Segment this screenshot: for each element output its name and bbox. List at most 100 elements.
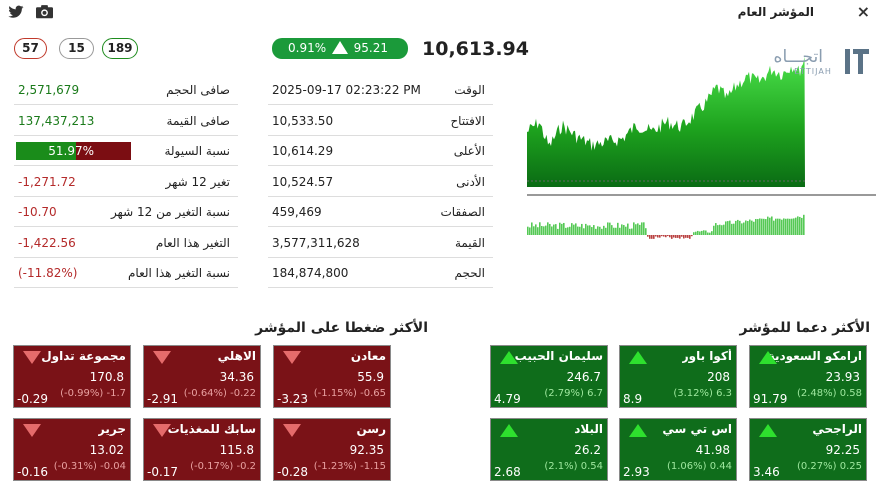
- stat-mid-row: الافتتاح 10,533.50: [268, 106, 493, 136]
- arrow-up-icon: [500, 424, 518, 437]
- unchanged-count-badge: 15: [59, 38, 94, 59]
- supporting-stock-tile[interactable]: ارامكو السعودية 23.93 (2.48%) 0.58 91.79: [749, 345, 867, 408]
- stock-price: 41.98: [695, 443, 730, 457]
- breadth-bar: [775, 218, 777, 235]
- stock-change: (2.48%) 0.58: [796, 388, 862, 399]
- breadth-bar: [651, 235, 653, 239]
- close-icon[interactable]: ×: [856, 2, 870, 21]
- arrow-down-icon: [283, 424, 301, 437]
- breadth-bar: [601, 228, 603, 235]
- breadth-bar: [753, 221, 755, 235]
- stock-change: (1.06%) 0.44: [666, 461, 732, 472]
- breadth-bar: [637, 223, 639, 235]
- stock-change: (-0.64%) -0.22: [183, 388, 256, 399]
- supporting-stock-tile[interactable]: الراجحي 92.25 (0.27%) 0.25 3.46: [749, 418, 867, 481]
- breadth-bar: [581, 223, 583, 235]
- index-impact: 2.93: [623, 465, 650, 479]
- stock-change: (3.12%) 6.3: [673, 388, 732, 399]
- index-impact: -2.91: [147, 392, 179, 406]
- stat-mid-value: 10,524.57: [272, 174, 334, 189]
- index-impact: 91.79: [753, 392, 788, 406]
- supporting-stock-tile[interactable]: البلاد 26.2 (2.1%) 0.54 2.68: [490, 418, 608, 481]
- breadth-bar: [771, 216, 773, 235]
- breadth-bar: [723, 224, 725, 235]
- breadth-bar: [553, 224, 555, 235]
- stock-name: معادن: [350, 349, 386, 363]
- pressuring-stock-tile[interactable]: مجموعة تداول 170.8 (-0.99%) -1.7 -0.29: [13, 345, 131, 408]
- breadth-bar: [623, 225, 625, 235]
- pressuring-stock-tile[interactable]: الاهلي 34.36 (-0.64%) -0.22 -2.91: [143, 345, 261, 408]
- breadth-bar: [613, 227, 615, 235]
- breadth-bar: [585, 223, 587, 235]
- breadth-bar: [615, 227, 617, 235]
- breadth-bar: [691, 235, 693, 237]
- stat-left-label: نسبة السيولة: [164, 144, 230, 158]
- supporting-stock-tile[interactable]: سليمان الحبيب 246.7 (2.79%) 6.7 4.79: [490, 345, 608, 408]
- breadth-bar: [773, 220, 775, 235]
- breadth-bar: [617, 222, 619, 235]
- breadth-bar: [779, 218, 781, 235]
- breadth-bar: [627, 223, 629, 235]
- stock-price: 92.35: [349, 443, 384, 457]
- breadth-bar: [667, 235, 669, 237]
- index-impact: 4.79: [494, 392, 521, 406]
- breadth-bar: [671, 235, 673, 239]
- stock-name: البلاد: [574, 422, 603, 436]
- stock-name: الاهلي: [217, 349, 256, 363]
- breadth-bar: [559, 222, 561, 235]
- breadth-bar: [545, 225, 547, 235]
- breadth-bar: [641, 222, 643, 235]
- stock-price: 246.7: [566, 370, 601, 384]
- breadth-bar: [591, 227, 593, 235]
- stock-name: أكوا باور: [681, 349, 732, 363]
- stat-left-label: نسبة التغير من 12 شهر: [110, 205, 230, 219]
- pressuring-stock-tile[interactable]: رسن 92.35 (-1.23%) -1.15 -0.28: [273, 418, 391, 481]
- pressuring-stock-tile[interactable]: سابك للمغذيات الزراعية 115.8 (-0.17%) -0.2…: [143, 418, 261, 481]
- breadth-bar: [755, 218, 757, 235]
- breadth-bar: [643, 222, 645, 235]
- stock-change: (-1.15%) -0.65: [313, 388, 386, 399]
- stock-change: (2.1%) 0.54: [544, 461, 603, 472]
- arrow-down-icon: [23, 424, 41, 437]
- stock-price: 170.8: [89, 370, 124, 384]
- stat-mid-label: الصفقات: [440, 205, 486, 219]
- arrow-up-icon: [500, 351, 518, 364]
- breadth-bar: [729, 220, 731, 235]
- camera-icon[interactable]: [36, 4, 53, 19]
- index-change-percent: 0.91%: [288, 41, 327, 55]
- breadth-bar: [597, 226, 599, 235]
- breadth-bar: [797, 216, 799, 235]
- breadth-bar: [611, 225, 613, 235]
- stat-mid-label: الافتتاح: [450, 113, 485, 128]
- advancing-count-badge: 189: [102, 38, 138, 59]
- pressuring-stock-tile[interactable]: جرير 13.02 (-0.31%) -0.04 -0.16: [13, 418, 131, 481]
- breadth-bar: [633, 222, 635, 235]
- stock-price: 34.36: [219, 370, 254, 384]
- index-impact: 8.9: [623, 392, 643, 406]
- stock-price: 92.25: [825, 443, 860, 457]
- breadth-bar: [551, 226, 553, 235]
- breadth-bar: [737, 219, 739, 235]
- breadth-bar: [557, 228, 559, 235]
- breadth-bar: [607, 222, 609, 235]
- index-intraday-chart: اتجـــاه ETTIJAH: [527, 47, 876, 239]
- breadth-bar: [625, 226, 627, 235]
- twitter-icon[interactable]: [8, 5, 24, 19]
- supporting-stock-tile[interactable]: أكوا باور 208 (3.12%) 6.3 8.9: [619, 345, 737, 408]
- breadth-bar: [751, 220, 753, 235]
- breadth-bar: [669, 235, 671, 238]
- breadth-bar: [685, 235, 687, 238]
- stat-mid-label: الأدنى: [456, 174, 485, 189]
- breadth-bar: [589, 225, 591, 235]
- breadth-bar: [705, 230, 707, 235]
- supporting-stock-tile[interactable]: اس تي سي 41.98 (1.06%) 0.44 2.93: [619, 418, 737, 481]
- breadth-bar: [647, 235, 649, 237]
- stat-left-row: صافى الحجم 2,571,679: [14, 75, 238, 105]
- index-change-points: 95.21: [353, 41, 388, 55]
- breadth-bar: [709, 232, 711, 235]
- stat-mid-label: الأعلى: [453, 144, 485, 158]
- stat-mid-row: الصفقات 459,469: [268, 197, 493, 227]
- breadth-bar: [583, 228, 585, 235]
- breadth-bar: [655, 235, 657, 237]
- pressuring-stock-tile[interactable]: معادن 55.9 (-1.15%) -0.65 -3.23: [273, 345, 391, 408]
